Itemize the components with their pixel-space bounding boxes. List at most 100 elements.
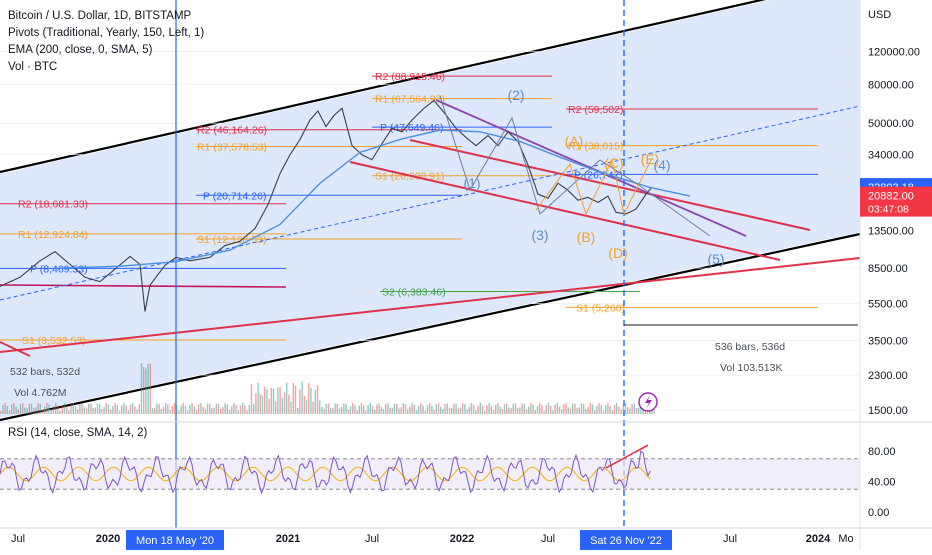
volume-bar bbox=[519, 407, 521, 414]
volume-bar bbox=[321, 406, 323, 414]
volume-bar bbox=[217, 403, 220, 414]
volume-bar bbox=[37, 403, 39, 414]
time-cursor-right-bg bbox=[580, 530, 672, 550]
legend-pivots[interactable]: Pivots (Traditional, Yearly, 150, Left, … bbox=[8, 27, 205, 39]
volume-bar bbox=[83, 407, 85, 414]
volume-bar bbox=[389, 407, 391, 414]
volume-bar bbox=[594, 409, 596, 414]
volume-bar bbox=[327, 403, 330, 414]
wave-label: (D) bbox=[608, 245, 627, 261]
price-axis-unit: USD bbox=[868, 9, 891, 21]
volume-bar bbox=[11, 404, 13, 414]
volume-bar bbox=[176, 404, 178, 414]
volume-bar bbox=[444, 404, 446, 414]
volume-bar bbox=[169, 409, 171, 414]
volume-bar bbox=[118, 410, 121, 414]
volume-bar bbox=[63, 403, 66, 414]
legend-symbol[interactable]: Bitcoin / U.S. Dollar, 1D, BITSTAMP bbox=[8, 10, 192, 22]
volume-bar bbox=[13, 403, 15, 414]
lightning-glyph bbox=[645, 395, 652, 409]
volume-bar bbox=[127, 410, 129, 414]
volume-bar bbox=[250, 384, 253, 414]
measure-left-bars: 532 bars, 532d bbox=[10, 366, 80, 378]
volume-bar bbox=[495, 404, 497, 414]
volume-bar bbox=[140, 363, 143, 414]
volume-bar bbox=[48, 404, 50, 414]
volume-bar bbox=[435, 404, 437, 414]
volume-bar bbox=[477, 405, 479, 414]
volume-bar bbox=[312, 402, 314, 414]
volume-bar bbox=[400, 407, 402, 414]
volume-bar bbox=[114, 403, 116, 414]
volume-bar bbox=[530, 403, 532, 414]
volume-bar bbox=[15, 406, 17, 414]
volume-bar bbox=[279, 387, 281, 414]
volume-bar bbox=[248, 404, 250, 414]
time-axis-tick: Jul bbox=[365, 533, 379, 545]
volume-bar bbox=[552, 410, 554, 414]
volume-bar bbox=[360, 403, 363, 414]
wave-label: (C) bbox=[604, 155, 623, 171]
volume-bar bbox=[486, 405, 488, 414]
volume-bar bbox=[561, 409, 563, 414]
volume-bar bbox=[336, 403, 338, 414]
legend-ema[interactable]: EMA (200, close, 0, SMA, 5) bbox=[8, 44, 153, 56]
volume-bar bbox=[468, 406, 470, 414]
volume-bar bbox=[52, 405, 55, 414]
volume-bar bbox=[653, 409, 655, 414]
volume-bar bbox=[129, 404, 132, 414]
legend-vol[interactable]: Vol · BTC bbox=[8, 61, 58, 73]
volume-bar bbox=[0, 411, 2, 414]
volume-bar bbox=[171, 406, 173, 414]
volume-bar bbox=[338, 408, 341, 414]
volume-bar bbox=[536, 405, 539, 414]
volume-bar bbox=[158, 403, 160, 414]
volume-bar bbox=[459, 407, 462, 414]
volume-bar bbox=[481, 405, 484, 414]
volume-bar bbox=[451, 408, 453, 414]
volume-bar bbox=[574, 403, 576, 414]
volume-bar bbox=[277, 387, 279, 414]
volume-bar bbox=[167, 404, 169, 414]
volume-bar bbox=[55, 403, 57, 414]
wave-label: (2) bbox=[507, 87, 524, 103]
volume-bar bbox=[589, 403, 591, 414]
volume-bar bbox=[195, 409, 198, 414]
volume-bar bbox=[22, 403, 24, 414]
volume-bar bbox=[334, 403, 336, 414]
volume-bar bbox=[30, 403, 33, 414]
volume-bar bbox=[211, 407, 213, 414]
wave-label: (4) bbox=[653, 157, 670, 173]
volume-bar bbox=[283, 392, 286, 414]
volume-bar bbox=[332, 407, 334, 414]
time-cursor-left-label: Mon 18 May '20 bbox=[136, 535, 214, 547]
volume-bar bbox=[294, 385, 297, 414]
volume-bar bbox=[613, 404, 616, 414]
volume-bar bbox=[44, 406, 46, 414]
volume-bar bbox=[316, 385, 319, 414]
time-axis-tick: 2022 bbox=[450, 533, 474, 545]
volume-bar bbox=[585, 409, 587, 414]
volume-bar bbox=[46, 403, 48, 414]
volume-bar bbox=[457, 408, 459, 414]
volume-bar bbox=[215, 403, 217, 414]
volume-bar bbox=[41, 409, 44, 414]
volume-bar bbox=[103, 406, 105, 414]
channel-fill bbox=[0, 0, 860, 418]
volume-bar bbox=[464, 404, 466, 414]
volume-bar bbox=[512, 403, 514, 414]
volume-bar bbox=[239, 405, 242, 414]
volume-bar bbox=[270, 387, 272, 414]
price-axis-tick: 120000.00 bbox=[868, 47, 920, 59]
volume-bar bbox=[90, 403, 92, 414]
price-axis-tick: 8500.00 bbox=[868, 263, 908, 275]
volume-bar bbox=[101, 408, 103, 414]
volume-bar bbox=[261, 396, 264, 414]
ema-line bbox=[59, 129, 691, 269]
volume-bar bbox=[391, 408, 393, 414]
volume-bar bbox=[367, 404, 369, 414]
volume-bar bbox=[426, 405, 429, 414]
volume-bar bbox=[363, 405, 365, 414]
